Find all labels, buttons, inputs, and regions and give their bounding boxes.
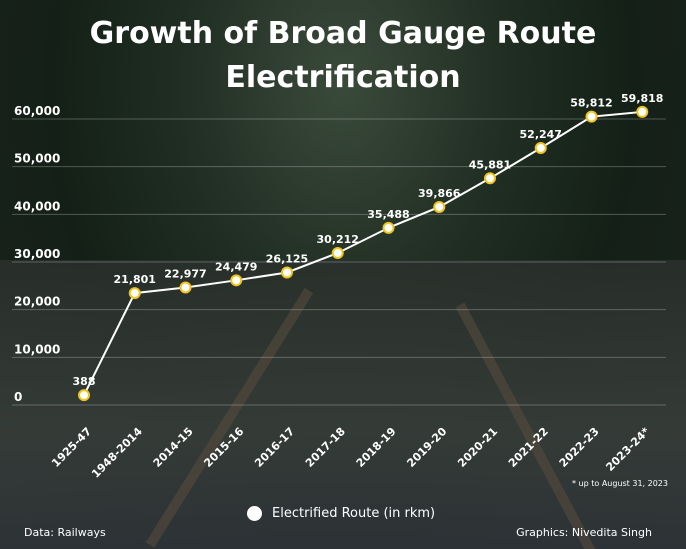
data-point	[281, 266, 293, 279]
x-tick-label: 2023-24*	[603, 425, 652, 474]
data-label: 24,479	[215, 260, 257, 273]
data-label: 35,488	[367, 208, 409, 221]
title-line-2: Electrification	[225, 60, 461, 95]
data-point	[78, 389, 90, 402]
footnote: * up to August 31, 2023	[572, 479, 668, 488]
data-label: 58,812	[570, 97, 612, 110]
data-point	[585, 110, 598, 123]
legend-marker-icon	[247, 506, 262, 521]
data-label: 59,818	[621, 92, 663, 105]
source-text: Data: Railways	[24, 526, 106, 539]
data-point	[382, 221, 395, 234]
data-label: 388	[73, 375, 96, 388]
y-tick-label: 30,000	[14, 247, 60, 261]
x-tick-label: 2022-23	[557, 425, 602, 470]
x-tick-label: 2020-21	[455, 425, 500, 470]
title-line-1: Growth of Broad Gauge Route	[89, 16, 597, 51]
y-tick-label: 10,000	[14, 342, 60, 356]
series-line	[83, 110, 643, 396]
data-label: 45,881	[469, 158, 511, 171]
background-track	[0, 260, 686, 549]
y-tick-label: 50,000	[14, 152, 60, 166]
data-point	[230, 274, 243, 287]
data-point	[534, 141, 547, 154]
x-tick-label: 2018-19	[354, 425, 399, 470]
x-tick-label: 2019-20	[404, 425, 449, 470]
data-point	[179, 281, 192, 294]
data-label: 21,801	[114, 273, 156, 286]
data-label: 39,866	[418, 187, 461, 200]
data-point	[636, 105, 649, 118]
data-point	[484, 172, 496, 185]
data-point	[433, 200, 446, 213]
data-label: 22,977	[164, 267, 206, 280]
data-label: 26,125	[266, 252, 308, 265]
y-tick-label: 0	[14, 390, 22, 404]
x-tick-label: 1948-2014	[89, 425, 145, 481]
x-tick-label: 2014-15	[151, 425, 196, 470]
x-tick-label: 2021-22	[506, 425, 551, 470]
x-tick-label: 2017-18	[303, 425, 348, 470]
data-label: 30,212	[317, 233, 359, 246]
y-tick-label: 40,000	[14, 199, 60, 213]
legend: Electrified Route (in rkm)	[247, 506, 435, 521]
x-tick-label: 1925-47	[49, 425, 94, 470]
y-tick-label: 20,000	[14, 295, 60, 309]
y-tick-label: 60,000	[14, 104, 60, 118]
credit-text: Graphics: Nivedita Singh	[516, 526, 652, 539]
legend-label: Electrified Route (in rkm)	[272, 506, 436, 521]
chart-title: Growth of Broad Gauge Route Electrificati…	[0, 12, 686, 100]
data-point	[128, 287, 141, 300]
data-label: 52,247	[520, 128, 562, 141]
x-tick-label: 2015-16	[201, 425, 246, 470]
x-tick-label: 2016-17	[252, 425, 297, 470]
data-point	[331, 246, 344, 259]
